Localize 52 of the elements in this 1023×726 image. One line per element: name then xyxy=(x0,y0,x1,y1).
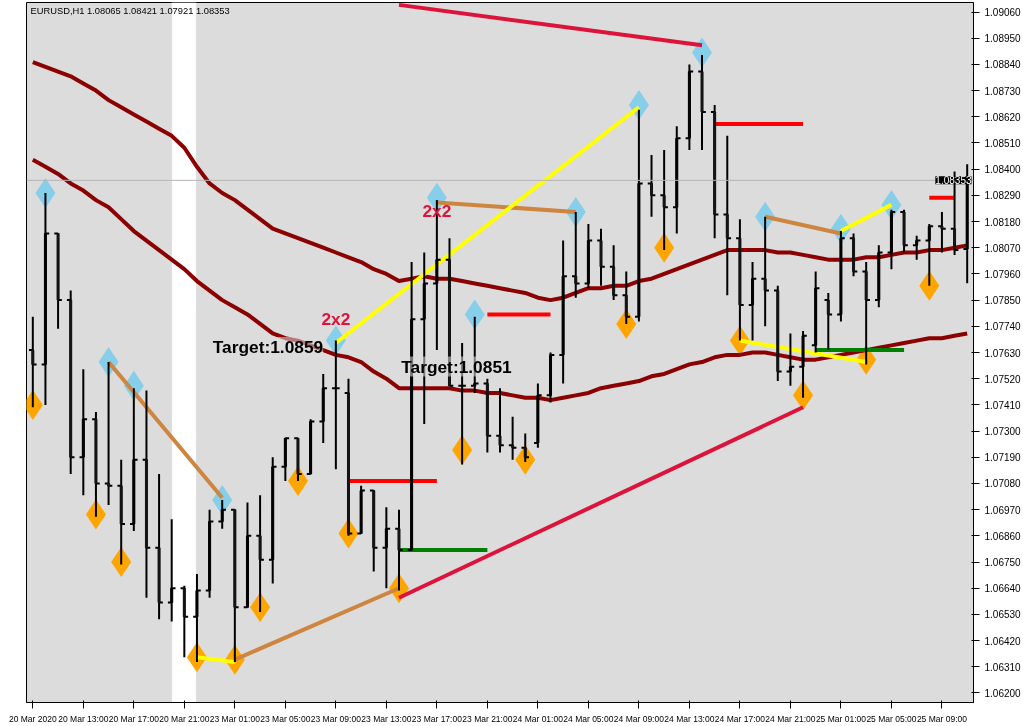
x-tick-label: 20 Mar 21:00 xyxy=(159,713,210,724)
x-tick-label: 23 Mar 05:00 xyxy=(260,713,311,724)
annotation: Target:1.0851 xyxy=(401,356,513,377)
x-tick-label: 24 Mar 01:00 xyxy=(512,713,564,724)
y-tick-label: 1.09060 xyxy=(984,7,1022,19)
annotation: 2x2 xyxy=(321,308,351,329)
x-tick-label: 23 Mar 17:00 xyxy=(411,713,463,724)
ref-line-label: 1.08353 xyxy=(935,175,972,187)
y-tick-label: 1.08840 xyxy=(984,59,1022,71)
x-tick-label: 20 Mar 13:00 xyxy=(58,713,109,724)
y-tick-label: 1.08620 xyxy=(984,111,1022,123)
y-tick-label: 1.06860 xyxy=(984,530,1022,542)
x-tick-label: 24 Mar 17:00 xyxy=(714,713,766,724)
y-tick-label: 1.08400 xyxy=(984,164,1022,176)
x-tick-label: 25 Mar 05:00 xyxy=(866,713,917,724)
x-tick-label: 25 Mar 01:00 xyxy=(815,713,867,724)
y-tick-label: 1.06200 xyxy=(984,687,1022,699)
y-tick-label: 1.07630 xyxy=(984,347,1022,359)
x-tick-label: 23 Mar 21:00 xyxy=(462,713,513,724)
x-tick-label: 25 Mar 09:00 xyxy=(916,713,968,724)
x-tick-label: 23 Mar 01:00 xyxy=(209,713,261,724)
y-tick-label: 1.07520 xyxy=(984,373,1022,385)
x-tick-label: 24 Mar 05:00 xyxy=(563,713,614,724)
x-tick-label: 23 Mar 09:00 xyxy=(310,713,362,724)
y-tick-label: 1.08950 xyxy=(984,33,1022,45)
y-tick-label: 1.07190 xyxy=(984,452,1022,464)
y-tick-label: 1.07410 xyxy=(984,399,1022,411)
annotation: Target:1.0859 xyxy=(212,336,324,357)
y-tick-label: 1.06310 xyxy=(984,661,1022,673)
y-tick-label: 1.07960 xyxy=(984,268,1022,280)
y-tick-label: 1.06750 xyxy=(984,557,1022,569)
y-tick-label: 1.07080 xyxy=(984,478,1022,490)
y-tick-label: 1.06970 xyxy=(984,504,1022,516)
y-tick-label: 1.08730 xyxy=(984,85,1022,97)
line-series xyxy=(30,157,970,403)
y-tick-label: 1.08180 xyxy=(984,216,1022,228)
y-tick-label: 1.06530 xyxy=(984,609,1022,621)
x-tick-label: 24 Mar 13:00 xyxy=(664,713,715,724)
x-tick-label: 20 Mar 17:00 xyxy=(108,713,160,724)
x-tick-label: 23 Mar 13:00 xyxy=(361,713,412,724)
x-tick-label: 24 Mar 09:00 xyxy=(613,713,665,724)
y-tick-label: 1.07850 xyxy=(984,295,1022,307)
y-tick-label: 1.06420 xyxy=(984,635,1022,647)
y-tick-label: 1.07740 xyxy=(984,321,1022,333)
x-tick-label: 24 Mar 21:00 xyxy=(765,713,816,724)
y-tick-label: 1.08290 xyxy=(984,190,1022,202)
y-tick-label: 1.07300 xyxy=(984,426,1022,438)
y-tick-label: 1.08070 xyxy=(984,242,1022,254)
y-tick-label: 1.08510 xyxy=(984,137,1022,149)
chart-title: EURUSD,H1 1.08065 1.08421 1.07921 1.08353 xyxy=(30,5,230,16)
y-tick-label: 1.06640 xyxy=(984,583,1022,595)
x-tick-label: 20 Mar 2020 xyxy=(8,713,57,724)
